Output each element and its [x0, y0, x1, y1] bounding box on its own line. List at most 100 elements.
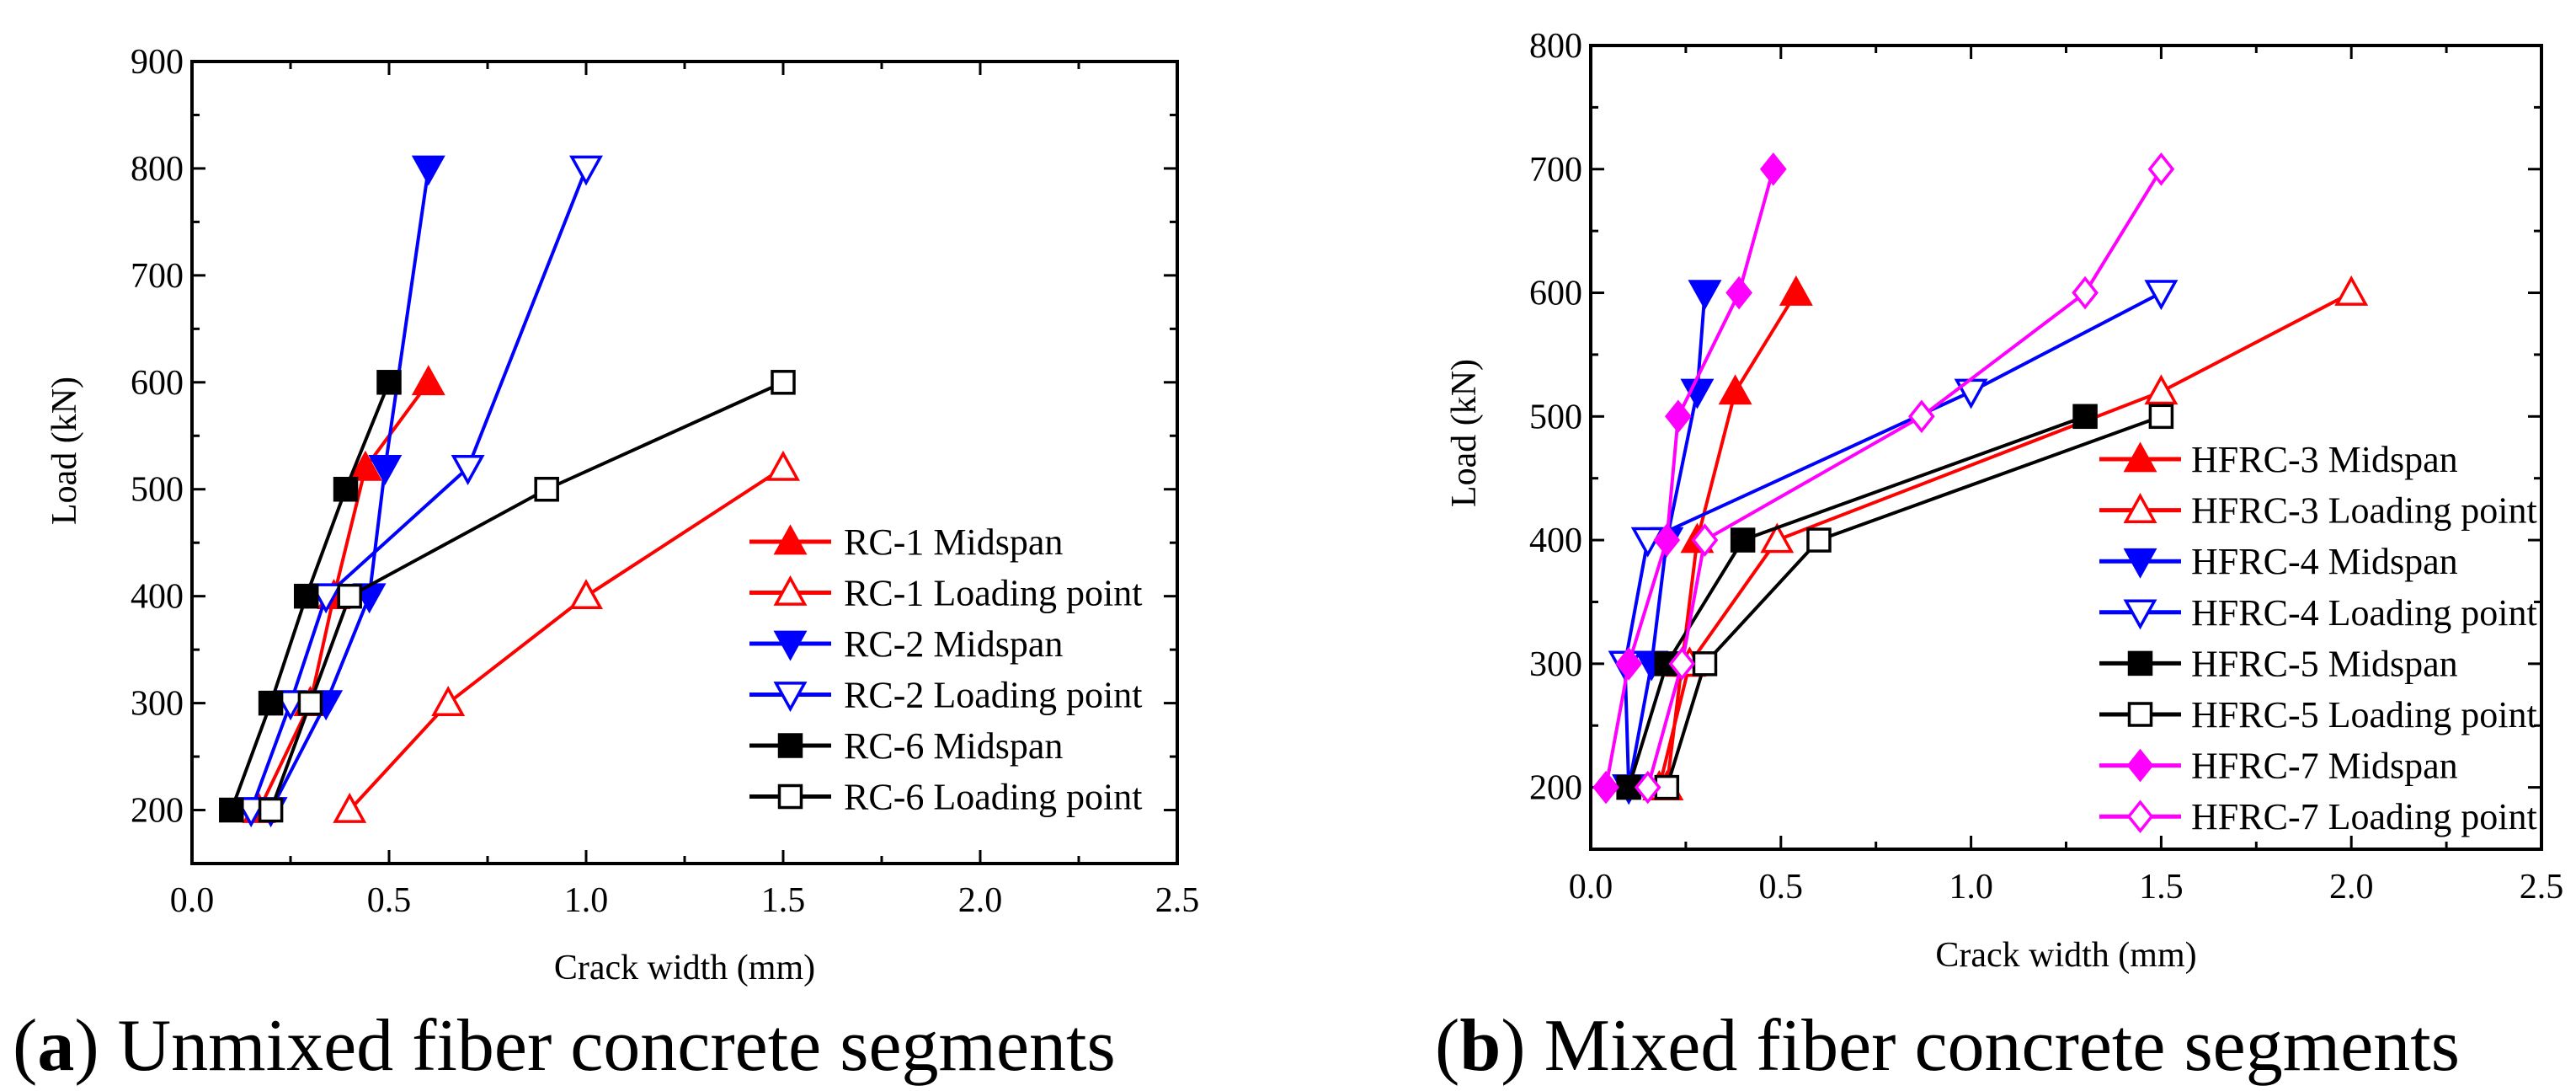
subfigure-caption: (b) Mixed fiber concrete segments — [1435, 1005, 2460, 1087]
series-rc-6-loading-point — [258, 370, 796, 823]
data-point — [309, 583, 344, 614]
data-point — [1806, 527, 1832, 553]
legend-label: HFRC-3 Midspan — [2191, 439, 2458, 480]
data-point — [569, 579, 603, 610]
data-point — [376, 370, 402, 395]
legend-label: HFRC-4 Loading point — [2191, 592, 2537, 634]
data-point — [2334, 275, 2369, 306]
caption-label: a — [37, 1005, 74, 1087]
data-point — [219, 797, 244, 823]
data-point — [411, 365, 445, 396]
x-tick-label: 1.5 — [2139, 868, 2184, 906]
series-rc-6-midspan — [219, 370, 402, 823]
legend-marker — [2123, 548, 2157, 579]
data-point — [766, 450, 800, 481]
data-point — [274, 690, 307, 721]
data-point — [1688, 280, 1722, 311]
data-point — [1692, 651, 1718, 677]
caption-label: b — [1459, 1005, 1501, 1087]
legend-marker — [2126, 748, 2154, 783]
y-tick-label: 300 — [1529, 645, 1582, 684]
series-line — [1627, 414, 2086, 789]
subfigure-caption: (a) Unmixed fiber concrete segments — [13, 1005, 1116, 1087]
data-point — [411, 155, 445, 186]
y-axis-label: Load (kN) — [45, 377, 84, 525]
data-point — [1908, 399, 1935, 434]
legend-marker — [2123, 441, 2157, 473]
chart-a: 0.0 0.5 1.0 1.5 2.0 2.5 200 300 400 500 600 700 800 9… — [13, 43, 1199, 1087]
y-tick-label: 800 — [1529, 27, 1582, 66]
legend-marker — [2127, 702, 2153, 727]
data-point — [451, 454, 485, 485]
series-line — [348, 466, 785, 811]
data-point — [2144, 374, 2179, 405]
x-tick-label: 1.0 — [564, 881, 609, 920]
data-point — [1592, 770, 1619, 805]
legend-marker — [773, 682, 808, 713]
caption-text: Unmixed fiber concrete segments — [118, 1005, 1116, 1087]
data-point — [258, 690, 284, 716]
data-point — [771, 370, 796, 395]
legend-label: HFRC-7 Loading point — [2191, 796, 2537, 837]
y-tick-label: 300 — [131, 685, 184, 724]
data-point — [258, 797, 284, 823]
data-point — [1653, 523, 1681, 557]
data-point — [1730, 527, 1756, 553]
plot-frame — [190, 60, 1179, 865]
x-axis-label: Crack width (mm) — [554, 949, 815, 987]
y-tick-label: 900 — [131, 43, 184, 82]
data-point — [297, 690, 323, 716]
data-point — [368, 454, 403, 485]
data-point — [1760, 522, 1795, 554]
chart-b: 0.0 0.5 1.0 1.5 2.0 2.5 200 300 400 500 600 700 800 H… — [1435, 27, 2563, 1087]
y-tick-label: 400 — [1529, 521, 1582, 560]
y-tick-label: 500 — [131, 471, 184, 510]
data-point — [1779, 275, 1813, 306]
y-tick-label: 400 — [131, 578, 184, 617]
legend-marker — [2123, 492, 2157, 523]
series-hfrc-7-midspan — [1592, 152, 1787, 805]
data-point — [293, 583, 319, 609]
data-point — [1668, 647, 1696, 681]
plot-frame — [1589, 44, 2543, 851]
data-point — [569, 155, 603, 186]
series-line — [1604, 168, 1775, 788]
legend-label: RC-1 Midspan — [844, 521, 1063, 563]
legend-marker — [777, 783, 803, 810]
x-tick-label: 2.0 — [958, 881, 1003, 920]
data-point — [431, 685, 466, 716]
caption-paren: ( — [13, 1005, 37, 1087]
y-tick-label: 600 — [131, 364, 184, 403]
y-axis-label: Load (kN) — [1445, 359, 1484, 507]
data-point — [333, 476, 359, 502]
y-tick-label: 800 — [131, 150, 184, 189]
data-point — [1954, 378, 1988, 409]
data-point — [1665, 399, 1692, 434]
legend-marker — [773, 524, 808, 555]
y-tick-label: 600 — [1529, 275, 1582, 313]
legend-marker — [2127, 650, 2153, 677]
series-line — [1645, 168, 2163, 789]
y-tick-label: 200 — [1529, 769, 1582, 808]
x-tick-label: 0.5 — [1759, 868, 1804, 906]
legend-marker — [773, 575, 808, 606]
data-point — [2144, 280, 2179, 311]
data-point — [333, 792, 367, 823]
legend-label: RC-2 Midspan — [844, 623, 1063, 665]
data-point — [2148, 404, 2174, 430]
data-point — [348, 450, 382, 481]
legend-marker — [2126, 800, 2154, 834]
x-axis-label: Crack width (mm) — [1935, 936, 2196, 975]
series-hfrc-5-loading-point — [1654, 404, 2174, 800]
data-point — [2072, 404, 2098, 430]
x-tick-label: 2.5 — [1155, 881, 1200, 920]
series-line — [1665, 414, 2163, 789]
data-point — [2147, 152, 2175, 186]
legend-marker — [2123, 599, 2157, 630]
caption-text: Mixed fiber concrete segments — [1544, 1005, 2460, 1087]
legend-label: HFRC-5 Loading point — [2191, 694, 2537, 735]
x-tick-label: 2.0 — [2329, 868, 2374, 906]
legend-label: RC-2 Loading point — [844, 675, 1142, 716]
